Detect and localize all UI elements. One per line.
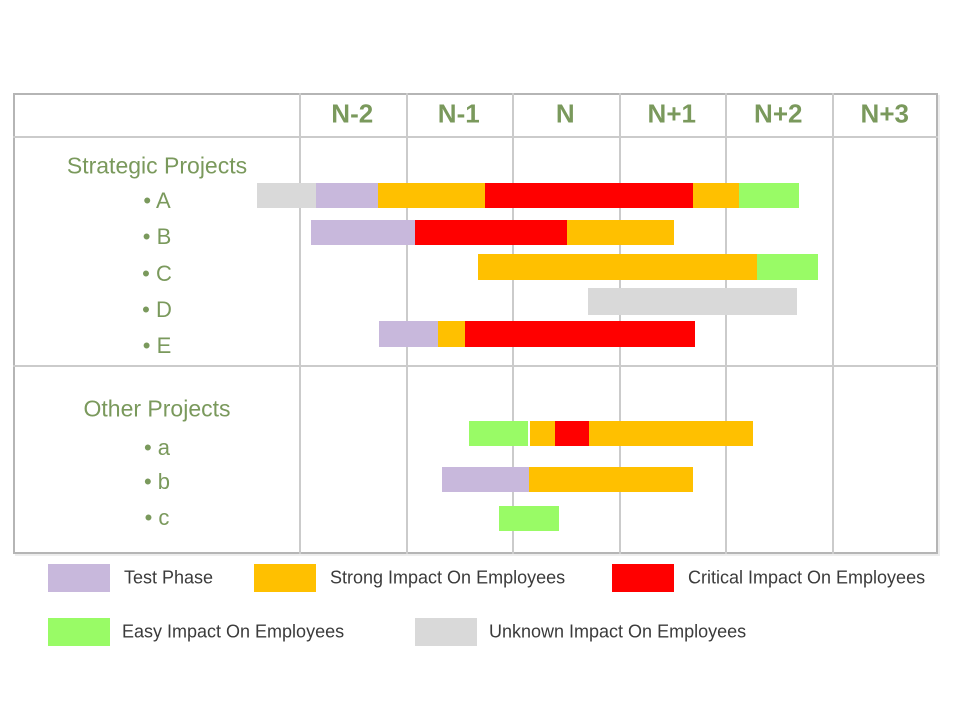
column-header: N+2 <box>754 98 803 129</box>
row-label: • c <box>144 505 170 530</box>
legend-swatch-critical <box>612 564 674 592</box>
grid-line-horizontal <box>13 136 938 138</box>
row-label: • A <box>143 188 171 213</box>
bar-segment-easy <box>739 183 799 208</box>
legend-swatch-strong <box>254 564 316 592</box>
row-label: • E <box>142 333 172 358</box>
bar-segment-easy <box>469 421 528 446</box>
grid-line-vertical <box>299 93 301 554</box>
legend-swatch-easy <box>48 618 110 646</box>
legend-swatch-test <box>48 564 110 592</box>
legend-swatch-unknown <box>415 618 477 646</box>
grid-line-vertical <box>725 93 727 554</box>
row-label: • a <box>143 435 171 460</box>
bar-segment-strong <box>530 421 555 446</box>
grid-line-horizontal <box>13 365 938 367</box>
bar-segment-critical <box>465 321 695 347</box>
bar-segment-strong <box>693 183 739 208</box>
bar-segment-strong <box>529 467 693 492</box>
section-title: Other Projects <box>83 395 231 422</box>
bar-segment-strong <box>378 183 485 208</box>
legend-label: Test Phase <box>124 567 214 588</box>
bar-segment-critical <box>415 220 567 245</box>
legend-label: Critical Impact On Employees <box>688 567 926 588</box>
row-label: • C <box>142 261 172 286</box>
bar-segment-strong <box>478 254 757 280</box>
row-label: • B <box>142 224 172 249</box>
legend-label: Easy Impact On Employees <box>122 621 345 642</box>
legend-label: Strong Impact On Employees <box>330 567 566 588</box>
legend-label: Unknown Impact On Employees <box>489 621 747 642</box>
bar-segment-strong <box>438 321 465 347</box>
bar-segment-unknown <box>257 183 316 208</box>
bar-segment-critical <box>555 421 589 446</box>
row-label: • b <box>143 469 171 494</box>
bar-segment-test <box>442 467 529 492</box>
section-title: Strategic Projects <box>66 152 248 179</box>
column-header: N+3 <box>860 98 909 129</box>
grid-line-vertical <box>831 93 834 554</box>
row-label: • D <box>142 297 172 322</box>
column-header: N+1 <box>647 98 696 129</box>
bar-segment-unknown <box>588 288 797 315</box>
bar-segment-test <box>316 183 378 208</box>
column-header: N-2 <box>331 98 374 129</box>
bar-segment-strong <box>589 421 753 446</box>
bar-segment-strong <box>567 220 674 245</box>
bar-segment-test <box>311 220 415 245</box>
bar-segment-easy <box>499 506 559 531</box>
column-header: N <box>555 98 575 129</box>
column-header: N-1 <box>437 98 480 129</box>
bar-segment-critical <box>485 183 693 208</box>
bar-segment-easy <box>757 254 818 280</box>
bar-segment-test <box>379 321 438 347</box>
gantt-table-frame <box>13 93 938 554</box>
